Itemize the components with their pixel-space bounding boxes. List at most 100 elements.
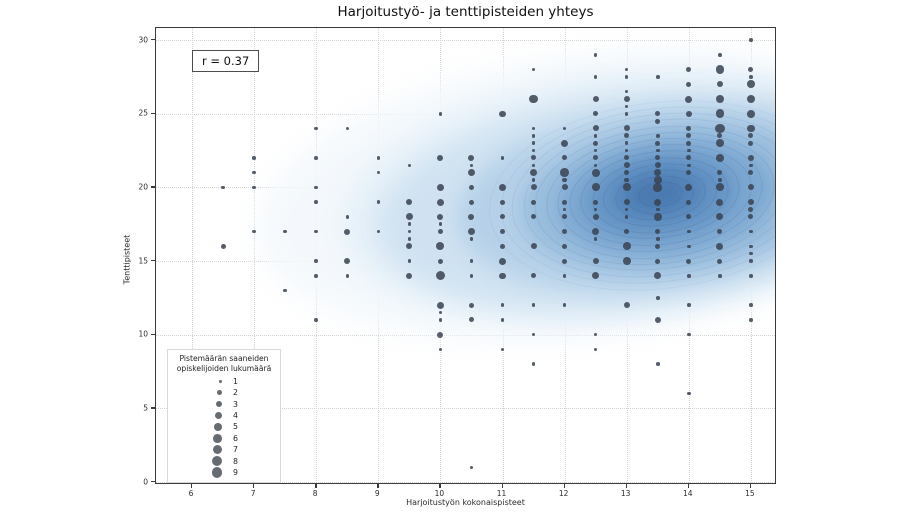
legend-value-5: 5 bbox=[233, 422, 238, 432]
size-legend: Pistemäärän saaneiden opiskelijoiden luk… bbox=[167, 349, 281, 484]
scatter-point bbox=[436, 242, 445, 251]
scatter-point bbox=[529, 94, 538, 104]
scatter-point bbox=[685, 95, 693, 103]
scatter-point bbox=[656, 75, 660, 79]
scatter-point bbox=[407, 222, 412, 226]
scatter-point bbox=[593, 134, 598, 138]
scatter-point bbox=[314, 156, 318, 160]
scatter-point bbox=[407, 163, 412, 168]
scatter-point bbox=[655, 155, 661, 161]
scatter-point bbox=[469, 163, 474, 168]
y-axis-label: Tenttipisteet bbox=[122, 234, 132, 285]
scatter-point bbox=[405, 213, 413, 221]
scatter-point bbox=[562, 177, 568, 183]
scatter-point bbox=[593, 332, 598, 337]
scatter-point bbox=[654, 316, 661, 323]
scatter-point bbox=[562, 214, 568, 220]
scatter-point bbox=[561, 139, 569, 147]
scatter-point bbox=[746, 80, 755, 89]
scatter-point bbox=[376, 170, 381, 175]
x-tick-9 bbox=[377, 484, 379, 488]
scatter-point bbox=[654, 169, 662, 177]
scatter-point bbox=[531, 214, 536, 220]
scatter-point bbox=[592, 125, 599, 132]
scatter-point bbox=[656, 296, 660, 300]
scatter-point bbox=[562, 155, 568, 161]
scatter-point bbox=[531, 362, 536, 366]
scatter-point bbox=[468, 184, 474, 190]
x-tick-11 bbox=[501, 484, 503, 488]
legend-marker-cell-9 bbox=[168, 467, 222, 478]
scatter-point bbox=[687, 391, 691, 396]
legend-value-1: 1 bbox=[233, 376, 238, 386]
correlation-annotation: r = 0.37 bbox=[192, 50, 260, 72]
scatter-point bbox=[467, 169, 475, 177]
legend-value-2: 2 bbox=[233, 388, 238, 398]
x-tick-label-12: 12 bbox=[558, 489, 569, 498]
scatter-point bbox=[746, 124, 755, 133]
scatter-point bbox=[655, 243, 661, 249]
scatter-point bbox=[687, 148, 691, 153]
scatter-point bbox=[500, 199, 505, 205]
scatter-point bbox=[345, 126, 349, 131]
legend-marker-cell-3 bbox=[168, 401, 222, 408]
x-tick-6 bbox=[191, 484, 193, 488]
scatter-point bbox=[622, 257, 631, 265]
scatter-point bbox=[499, 183, 506, 191]
scatter-point bbox=[283, 229, 287, 234]
scatter-point bbox=[653, 212, 662, 221]
scatter-point bbox=[715, 183, 724, 192]
gridline-x-6 bbox=[192, 28, 193, 483]
gridline-y-0 bbox=[156, 482, 775, 483]
legend-value-6: 6 bbox=[233, 433, 238, 443]
scatter-point bbox=[655, 118, 661, 124]
scatter-point bbox=[467, 228, 475, 236]
scatter-point bbox=[747, 184, 754, 191]
y-tick-10 bbox=[151, 333, 155, 336]
scatter-point bbox=[624, 75, 629, 79]
scatter-point bbox=[560, 168, 569, 177]
scatter-point bbox=[748, 67, 754, 73]
scatter-point bbox=[407, 229, 412, 234]
scatter-point bbox=[747, 199, 754, 206]
scatter-point bbox=[686, 67, 692, 73]
scatter-point bbox=[623, 162, 630, 169]
x-tick-label-7: 7 bbox=[250, 489, 256, 498]
scatter-point bbox=[686, 214, 692, 220]
legend-value-9: 9 bbox=[233, 468, 238, 478]
scatter-point bbox=[499, 257, 506, 265]
scatter-point bbox=[468, 199, 474, 205]
legend-row-6: 6 bbox=[168, 433, 280, 444]
scatter-point bbox=[314, 274, 318, 278]
legend-row-2: 2 bbox=[168, 387, 280, 398]
x-tick-label-11: 11 bbox=[496, 489, 507, 498]
y-tick-0 bbox=[151, 481, 155, 483]
y-tick-5 bbox=[151, 407, 155, 409]
legend-marker-cell-5 bbox=[168, 423, 222, 431]
scatter-point bbox=[716, 198, 724, 206]
scatter-point bbox=[686, 155, 692, 161]
scatter-point bbox=[716, 81, 723, 88]
scatter-point bbox=[469, 465, 474, 470]
legend-marker-cell-1 bbox=[168, 379, 222, 384]
scatter-point bbox=[687, 163, 691, 168]
scatter-point bbox=[749, 244, 753, 249]
scatter-point bbox=[345, 215, 349, 219]
scatter-point bbox=[593, 237, 598, 241]
legend-value-4: 4 bbox=[233, 411, 238, 421]
scatter-point bbox=[686, 133, 692, 139]
scatter-point bbox=[531, 163, 536, 168]
scatter-point bbox=[623, 125, 630, 132]
scatter-point bbox=[530, 169, 538, 177]
scatter-point bbox=[438, 347, 443, 352]
legend-marker-cell-6 bbox=[168, 434, 222, 443]
scatter-point bbox=[624, 207, 629, 212]
scatter-point bbox=[654, 162, 661, 169]
gridline-x-7 bbox=[254, 28, 256, 483]
scatter-point bbox=[468, 213, 475, 220]
scatter-point bbox=[562, 243, 568, 249]
scatter-point bbox=[716, 242, 724, 250]
scatter-point bbox=[531, 134, 536, 138]
scatter-point bbox=[749, 274, 753, 278]
scatter-point bbox=[593, 347, 598, 352]
